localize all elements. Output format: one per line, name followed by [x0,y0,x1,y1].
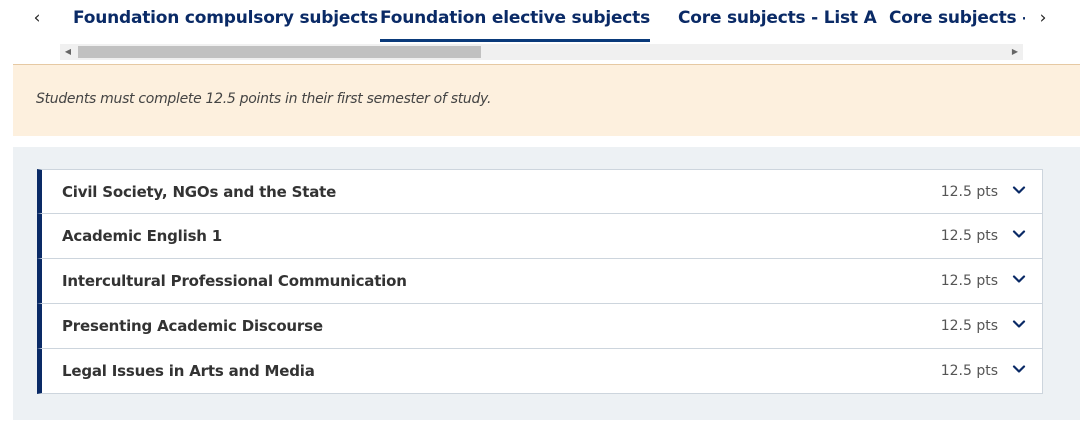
scrollbar-thumb[interactable] [78,46,481,58]
tabs-prev-arrow-icon[interactable]: ‹ [33,8,41,28]
subject-points: 12.5 pts [940,318,998,334]
semester-notice: Students must complete 12.5 points in th… [13,64,1080,136]
subject-title: Academic English 1 [62,227,223,245]
tab-foundation-elective[interactable]: Foundation elective subjects [380,0,650,44]
subject-row[interactable]: Intercultural Professional Communication… [37,259,1043,304]
subject-points: 12.5 pts [940,273,998,289]
subject-title: Presenting Academic Discourse [62,317,323,335]
subject-row[interactable]: Presenting Academic Discourse 12.5 pts [37,304,1043,349]
tab-core-list-a[interactable]: Core subjects - List A [678,8,877,28]
chevron-down-icon[interactable] [1012,227,1026,241]
tab-core-list-b[interactable]: Core subjects - List B [889,8,1025,28]
tabs-viewport: Foundation compulsory subjects Foundatio… [60,0,1025,44]
tabs-scrollbar[interactable]: ◀ ▶ [60,44,1023,60]
subject-points: 12.5 pts [940,228,998,244]
scroll-right-icon[interactable]: ▶ [1011,47,1019,56]
subject-row[interactable]: Civil Society, NGOs and the State 12.5 p… [37,169,1043,214]
notice-text: Students must complete 12.5 points in th… [36,91,492,107]
subject-title: Civil Society, NGOs and the State [62,183,337,201]
tab-foundation-compulsory[interactable]: Foundation compulsory subjects [73,8,378,28]
subjects-list: Civil Society, NGOs and the State 12.5 p… [37,169,1043,394]
subject-title: Intercultural Professional Communication [62,272,407,290]
chevron-down-icon[interactable] [1012,183,1026,197]
subjects-panel: Civil Society, NGOs and the State 12.5 p… [13,147,1080,420]
chevron-down-icon[interactable] [1012,272,1026,286]
subject-points: 12.5 pts [940,184,998,200]
subject-points: 12.5 pts [940,363,998,379]
chevron-down-icon[interactable] [1012,362,1026,376]
subject-title: Legal Issues in Arts and Media [62,362,315,380]
chevron-down-icon[interactable] [1012,317,1026,331]
subject-row[interactable]: Academic English 1 12.5 pts [37,214,1043,259]
subject-row[interactable]: Legal Issues in Arts and Media 12.5 pts [37,349,1043,394]
tabs-next-arrow-icon[interactable]: › [1039,8,1047,28]
scroll-left-icon[interactable]: ◀ [64,47,72,56]
tabs-bar: ‹ Foundation compulsory subjects Foundat… [0,0,1080,44]
